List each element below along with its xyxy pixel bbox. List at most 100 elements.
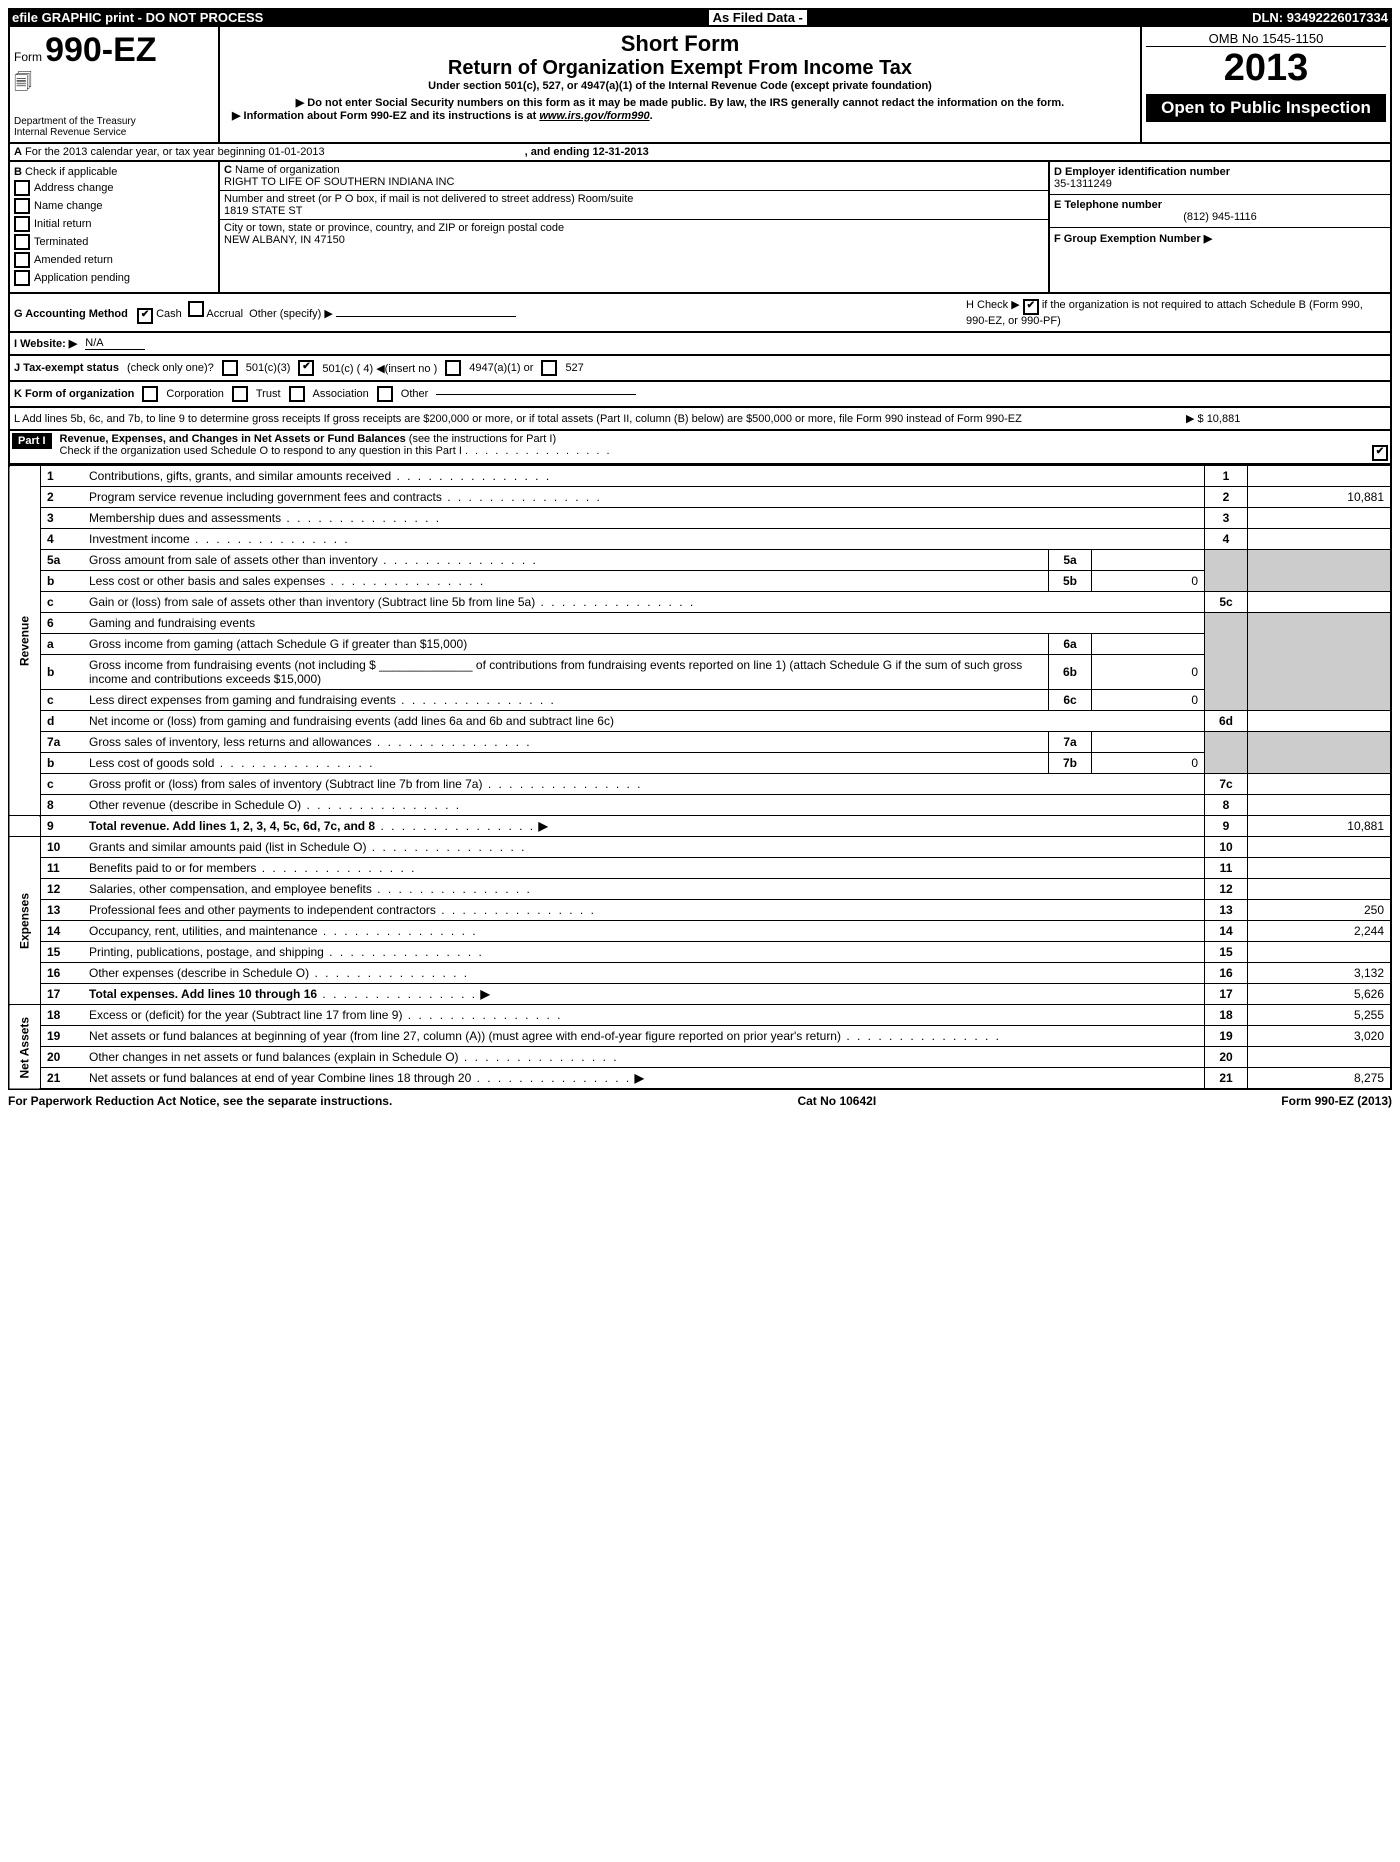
b-check-label: Check if applicable (25, 166, 117, 178)
form-number: 990-EZ (45, 31, 157, 69)
ln4-ev (1248, 529, 1392, 550)
lbl-501c: 501(c) ( 4) ◀(insert no ) (322, 362, 437, 375)
label-a: A (14, 146, 22, 158)
row-k: K Form of organization Corporation Trust… (8, 382, 1392, 408)
ln14-en: 14 (1205, 921, 1248, 942)
c-name-label: Name of organization (235, 164, 340, 176)
ln17-en: 17 (1205, 984, 1248, 1005)
side-netassets: Net Assets (9, 1005, 41, 1090)
lbl-cash: Cash (156, 308, 182, 320)
ln6b-sn: 6b (1049, 655, 1092, 690)
chk-527[interactable] (541, 360, 557, 376)
dept-line2: Internal Revenue Service (14, 127, 214, 138)
lbl-4947: 4947(a)(1) or (469, 362, 533, 374)
chk-501c[interactable]: ✔ (298, 360, 314, 376)
ln18-n: 18 (41, 1005, 84, 1026)
ln14-d: Occupancy, rent, utilities, and maintena… (89, 924, 318, 938)
ln6d-ev (1248, 711, 1392, 732)
ln10-n: 10 (41, 837, 84, 858)
ln7a-sv (1092, 732, 1205, 753)
c-city-label: City or town, state or province, country… (224, 222, 564, 234)
lbl-527: 527 (565, 362, 583, 374)
ln6a-n: a (41, 634, 84, 655)
l-amount: ▶ $ 10,881 (1186, 412, 1386, 425)
chk-trust[interactable] (232, 386, 248, 402)
chk-4947[interactable] (445, 360, 461, 376)
footer-mid: Cat No 10642I (797, 1094, 876, 1108)
return-title: Return of Organization Exempt From Incom… (224, 57, 1136, 80)
lbl-trust: Trust (256, 388, 281, 400)
note2-link[interactable]: www.irs.gov/form990 (539, 110, 649, 122)
row-l: L Add lines 5b, 6c, and 7b, to line 9 to… (8, 408, 1392, 431)
ln3-ev (1248, 508, 1392, 529)
chk-cash[interactable]: ✔ (137, 308, 153, 324)
open-public: Open to Public Inspection (1146, 94, 1386, 122)
ln7b-n: b (41, 753, 84, 774)
ln12-d: Salaries, other compensation, and employ… (89, 882, 372, 896)
g-label: G Accounting Method (14, 308, 128, 320)
dept-line1: Department of the Treasury (14, 116, 214, 127)
chk-schedule-o[interactable]: ✔ (1372, 445, 1388, 461)
c-street-label: Number and street (or P O box, if mail i… (224, 193, 633, 205)
chk-terminated[interactable] (14, 234, 30, 250)
ln5c-n: c (41, 592, 84, 613)
omb: OMB No 1545-1150 (1146, 31, 1386, 47)
ln6c-d: Less direct expenses from gaming and fun… (89, 693, 396, 707)
ln6c-sn: 6c (1049, 690, 1092, 711)
ln15-en: 15 (1205, 942, 1248, 963)
ln5a-sn: 5a (1049, 550, 1092, 571)
ln6d-en: 6d (1205, 711, 1248, 732)
e-val: (812) 945-1116 (1054, 211, 1386, 223)
ln16-ev: 3,132 (1248, 963, 1392, 984)
ln20-n: 20 (41, 1047, 84, 1068)
note2: ▶ Information about Form 990-EZ and its … (232, 110, 539, 122)
chk-amended[interactable] (14, 252, 30, 268)
ln6d-n: d (41, 711, 84, 732)
chk-accrual[interactable] (188, 301, 204, 317)
chk-address[interactable] (14, 180, 30, 196)
ln4-en: 4 (1205, 529, 1248, 550)
ln21-ev: 8,275 (1248, 1068, 1392, 1090)
chk-initial[interactable] (14, 216, 30, 232)
ln8-n: 8 (41, 795, 84, 816)
ln5a-n: 5a (41, 550, 84, 571)
lbl-corp: Corporation (166, 388, 223, 400)
chk-corp[interactable] (142, 386, 158, 402)
side-revenue: Revenue (9, 466, 41, 816)
ln21-n: 21 (41, 1068, 84, 1090)
ln14-n: 14 (41, 921, 84, 942)
ln16-en: 16 (1205, 963, 1248, 984)
ln6-n: 6 (41, 613, 84, 634)
topbar-left: efile GRAPHIC print - DO NOT PROCESS (12, 10, 263, 25)
ln2-en: 2 (1205, 487, 1248, 508)
row-j: J Tax-exempt status (check only one)? 50… (8, 356, 1392, 382)
part1-label: Part I (12, 433, 52, 449)
ln21-d: Net assets or fund balances at end of ye… (89, 1071, 471, 1085)
chk-h[interactable]: ✔ (1023, 299, 1039, 315)
ln10-ev (1248, 837, 1392, 858)
chk-other[interactable] (377, 386, 393, 402)
ln2-n: 2 (41, 487, 84, 508)
form-prefix: Form (14, 50, 42, 64)
ln6a-sv (1092, 634, 1205, 655)
ln1-d: Contributions, gifts, grants, and simila… (89, 469, 391, 483)
ln8-en: 8 (1205, 795, 1248, 816)
ln10-d: Grants and similar amounts paid (list in… (89, 840, 366, 854)
d-val: 35-1311249 (1054, 178, 1112, 190)
section-bcdef: B Check if applicable Address change Nam… (8, 162, 1392, 294)
ln2-d: Program service revenue including govern… (89, 490, 442, 504)
row-a-left: For the 2013 calendar year, or tax year … (25, 146, 325, 158)
year: 2013 (1146, 47, 1386, 90)
ln14-ev: 2,244 (1248, 921, 1392, 942)
note1: ▶ Do not enter Social Security numbers o… (224, 96, 1136, 109)
ln4-n: 4 (41, 529, 84, 550)
h-text: H Check ▶ (966, 299, 1020, 311)
lbl-address: Address change (34, 182, 114, 194)
label-b: B (14, 166, 22, 178)
chk-assoc[interactable] (289, 386, 305, 402)
chk-pending[interactable] (14, 270, 30, 286)
ln5b-sv: 0 (1092, 571, 1205, 592)
chk-name[interactable] (14, 198, 30, 214)
ln7a-sn: 7a (1049, 732, 1092, 753)
chk-501c3[interactable] (222, 360, 238, 376)
